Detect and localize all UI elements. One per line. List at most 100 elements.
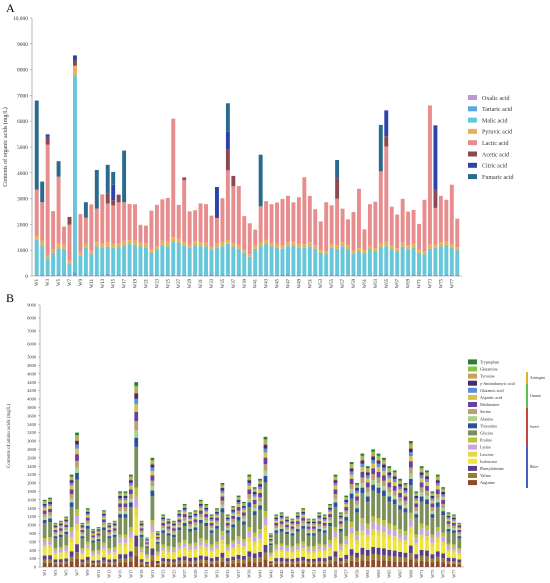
x-tick-label: W9 xyxy=(85,569,90,576)
bar-segment xyxy=(252,487,257,489)
bar-segment xyxy=(112,528,117,531)
bar-segment xyxy=(155,532,160,533)
bar-segment xyxy=(128,494,133,499)
bar-segment xyxy=(258,478,262,481)
bar-segment xyxy=(225,515,230,517)
bar-segment xyxy=(138,246,143,275)
legend-swatch xyxy=(468,366,477,372)
bar-segment xyxy=(328,546,332,550)
bar-segment xyxy=(425,472,429,475)
bar-segment xyxy=(313,248,318,275)
bar-segment xyxy=(177,525,182,528)
bar-segment xyxy=(177,517,182,520)
bar-segment xyxy=(457,526,462,529)
x-tick-label: W51 xyxy=(311,570,316,579)
bar-segment xyxy=(53,552,58,556)
bar-segment xyxy=(403,561,408,567)
bar-segment xyxy=(333,561,338,567)
y-tick-label: 5000 xyxy=(17,145,28,151)
bar-segment xyxy=(414,562,419,567)
bar-segment xyxy=(69,485,74,490)
bar-segment xyxy=(279,517,284,519)
bar-segment xyxy=(247,537,252,543)
bar-segment xyxy=(355,496,359,501)
bar-segment xyxy=(312,519,316,521)
bar-segment xyxy=(134,393,139,399)
bar-segment xyxy=(403,490,408,494)
bar-segment xyxy=(177,545,182,549)
bar-segment xyxy=(80,526,85,529)
bar-segment xyxy=(150,459,155,463)
bar-segment xyxy=(204,556,209,561)
bar-segment xyxy=(371,516,376,523)
bar-segment xyxy=(360,458,365,461)
legend-label: Lactic acid xyxy=(482,141,508,147)
x-tick-label: W53 xyxy=(322,569,327,578)
bar-segment xyxy=(435,551,440,557)
bar-segment xyxy=(242,509,246,513)
bar-segment xyxy=(455,274,460,276)
bar-segment xyxy=(236,248,241,275)
bar-segment xyxy=(155,555,160,558)
bar-segment xyxy=(328,505,332,507)
bar-segment xyxy=(204,549,209,557)
bar-segment xyxy=(34,236,39,240)
bar-segment xyxy=(96,535,101,538)
bar-segment xyxy=(96,533,101,536)
bar-segment xyxy=(166,528,171,532)
bar-segment xyxy=(333,502,338,507)
bar-segment xyxy=(134,446,139,488)
bar-segment xyxy=(376,518,381,524)
bar-segment xyxy=(73,272,77,276)
bar-segment xyxy=(107,526,112,529)
bar-segment xyxy=(53,526,58,529)
bar-segment xyxy=(419,478,424,483)
bar-segment xyxy=(382,520,386,526)
bar-segment xyxy=(42,510,47,514)
bar-segment xyxy=(425,556,429,562)
bar-segment xyxy=(177,542,182,546)
bar-segment xyxy=(349,466,354,469)
y-tick-label: 8000 xyxy=(27,316,37,321)
bar-segment xyxy=(263,544,268,553)
bar-segment xyxy=(324,254,329,275)
bar-segment xyxy=(452,517,456,520)
bar-segment xyxy=(392,561,397,567)
bar-segment xyxy=(382,462,386,465)
bar-segment xyxy=(154,246,159,250)
bar-segment xyxy=(295,517,300,519)
bar-segment xyxy=(285,527,289,530)
bar-segment xyxy=(154,274,159,276)
bar-segment xyxy=(112,549,117,553)
bar-segment xyxy=(242,504,246,506)
bar-segment xyxy=(139,532,144,535)
bar-segment xyxy=(457,555,462,560)
bar-segment xyxy=(85,510,90,512)
bar-segment xyxy=(116,274,121,276)
bar-segment xyxy=(285,561,289,564)
bar-segment xyxy=(166,533,171,536)
bar-segment xyxy=(392,472,397,475)
bar-segment xyxy=(457,532,462,535)
bar-segment xyxy=(403,544,408,553)
bar-segment xyxy=(40,246,45,275)
bar-segment xyxy=(290,519,295,521)
bar-segment xyxy=(91,556,96,561)
bar-segment xyxy=(193,274,198,276)
bar-segment xyxy=(452,528,456,531)
bar-segment xyxy=(382,532,386,538)
bar-segment xyxy=(48,518,52,522)
bar-segment xyxy=(91,554,96,557)
bar-segment xyxy=(408,526,413,533)
bar-segment xyxy=(145,555,149,558)
bar-segment xyxy=(338,531,343,544)
bar-segment xyxy=(236,497,241,499)
bar-segment xyxy=(313,274,318,276)
bar-segment xyxy=(452,532,456,545)
bar-segment xyxy=(134,535,139,547)
bar-segment xyxy=(231,560,236,564)
bar-segment xyxy=(107,522,112,524)
taste-group-bar xyxy=(526,446,528,488)
bar-segment xyxy=(419,468,424,471)
